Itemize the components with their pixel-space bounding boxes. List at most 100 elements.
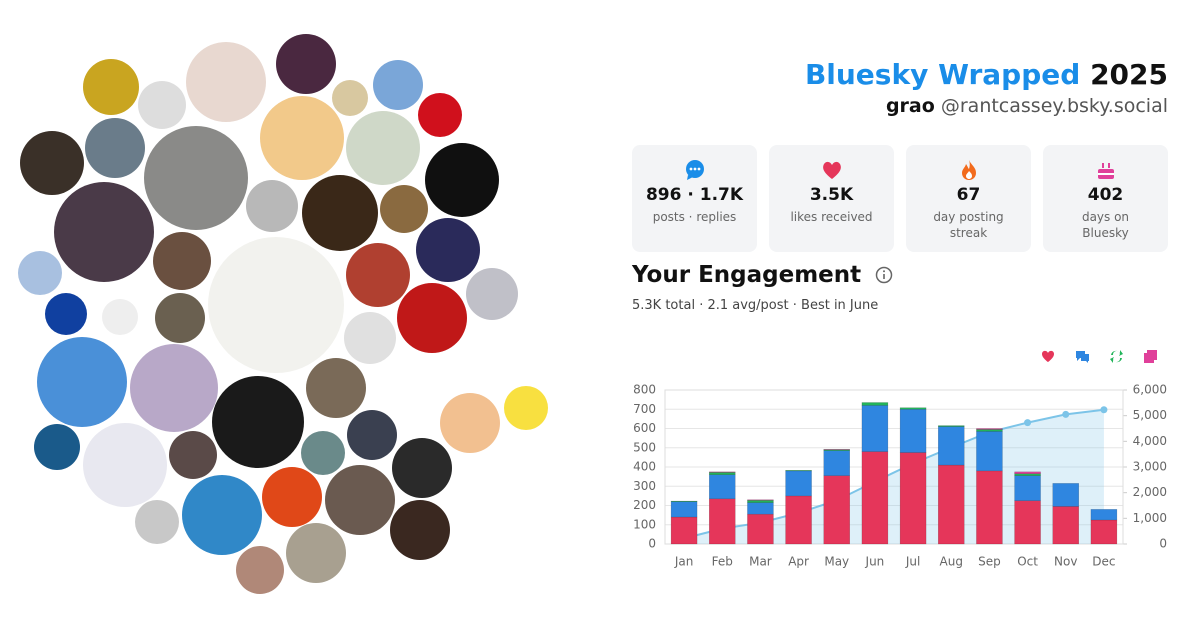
x-tick-label: Oct xyxy=(1017,555,1038,569)
x-tick-label: Aug xyxy=(940,555,963,569)
bar-segment xyxy=(899,452,927,545)
avatar xyxy=(45,293,87,335)
stat-card: 3.5K likes received xyxy=(769,145,894,252)
legend-icon[interactable] xyxy=(1042,350,1054,362)
bar-segment xyxy=(823,450,850,476)
bar-segment xyxy=(670,500,698,502)
bar-segment xyxy=(670,516,698,545)
avatar xyxy=(262,467,322,527)
bar-segment xyxy=(1052,506,1079,545)
line-point xyxy=(1100,406,1108,414)
avatar xyxy=(212,376,304,468)
avatar xyxy=(347,410,397,460)
bar-segment xyxy=(747,500,774,503)
y-tick-label: 0 xyxy=(648,537,656,551)
legend-icon[interactable] xyxy=(1076,351,1089,363)
avatar xyxy=(102,299,138,335)
avatar xyxy=(344,312,396,364)
x-tick-label: Apr xyxy=(788,555,809,569)
line-point xyxy=(1024,419,1032,427)
avatar xyxy=(135,500,179,544)
x-tick-label: Feb xyxy=(712,555,733,569)
stat-value: 896 · 1.7K xyxy=(645,185,744,205)
y-tick-label: 800 xyxy=(633,383,656,397)
user-line: grao @rantcassey.bsky.social xyxy=(805,95,1168,117)
avatar xyxy=(416,218,480,282)
avatar xyxy=(380,185,428,233)
avatar xyxy=(182,475,262,555)
x-tick-label: Dec xyxy=(1092,555,1115,569)
avatar xyxy=(397,283,467,353)
engagement-summary: 5.3K total · 2.1 avg/post · Best in June xyxy=(632,298,879,313)
bar-segment xyxy=(861,405,889,452)
title: Bluesky Wrapped xyxy=(804,58,1081,91)
avatar xyxy=(34,424,80,470)
x-tick-label: Jun xyxy=(865,555,885,569)
year: 2025 xyxy=(1090,58,1168,91)
bar-segment xyxy=(785,495,812,545)
bar-segment xyxy=(747,499,774,501)
bar-segment xyxy=(1014,471,1041,474)
bar-segment xyxy=(1090,509,1118,521)
x-tick-label: May xyxy=(824,555,849,569)
y2-tick-label: 5,000 xyxy=(1133,408,1167,422)
stat-value: 67 xyxy=(956,185,981,205)
bar-segment xyxy=(670,501,698,518)
avatar xyxy=(466,268,518,320)
avatar xyxy=(306,358,366,418)
x-tick-label: Nov xyxy=(1054,555,1077,569)
y2-tick-label: 2,000 xyxy=(1133,485,1167,499)
header: Bluesky Wrapped 2025 grao @rantcassey.bs… xyxy=(805,58,1168,117)
bar-segment xyxy=(709,474,736,500)
stat-value: 402 xyxy=(1087,185,1124,205)
avatar xyxy=(286,523,346,583)
engagement-chart: 0 100 200 300 400 500 600 700 800 0 1,000 2,000 3,00… xyxy=(633,350,1167,569)
y2-tick-label: 1,000 xyxy=(1133,511,1167,525)
legend-icon[interactable] xyxy=(1144,350,1157,363)
legend-icon[interactable] xyxy=(1110,350,1123,363)
bar-segment xyxy=(899,409,927,453)
stat-label: day posting streak xyxy=(933,210,1004,240)
info-icon[interactable] xyxy=(874,265,894,285)
avatar xyxy=(85,118,145,178)
bar-segment xyxy=(938,464,965,545)
bar-segment xyxy=(1052,483,1079,507)
flame-icon xyxy=(961,160,976,180)
y-tick-label: 300 xyxy=(633,479,656,493)
avatar xyxy=(236,546,284,594)
avatar xyxy=(346,111,420,185)
x-tick-label: Sep xyxy=(978,555,1001,569)
y2-tick-label: 4,000 xyxy=(1133,434,1167,448)
avatar xyxy=(83,59,139,115)
avatar xyxy=(346,243,410,307)
avatar-cloud xyxy=(18,34,548,594)
engagement-header: Your Engagement 5.3K total · 2.1 avg/pos… xyxy=(632,262,894,313)
bar-segment xyxy=(938,426,965,466)
avatar xyxy=(155,293,205,343)
bar-segment xyxy=(899,407,927,410)
avatar xyxy=(18,251,62,295)
avatar xyxy=(37,337,127,427)
y2-tick-label: 3,000 xyxy=(1133,460,1167,474)
bar-segment xyxy=(1014,473,1041,476)
avatar xyxy=(332,80,368,116)
stat-label: days on Bluesky xyxy=(1081,210,1130,240)
avatar xyxy=(83,423,167,507)
heart-icon xyxy=(822,161,841,179)
avatar xyxy=(246,180,298,232)
avatar xyxy=(418,93,462,137)
y-tick-label: 200 xyxy=(633,498,656,512)
avatar xyxy=(276,34,336,94)
bar-segment xyxy=(1014,500,1041,545)
avatar xyxy=(425,143,499,217)
avatar xyxy=(169,431,217,479)
plot-frame xyxy=(664,389,1124,545)
title-line: Bluesky Wrapped 2025 xyxy=(805,58,1168,91)
y-tick-label: 600 xyxy=(633,421,656,435)
bar-segment xyxy=(709,498,736,545)
stat-label: posts · replies xyxy=(652,210,737,224)
bar-segment xyxy=(861,402,889,406)
bar-segment xyxy=(747,513,774,545)
y-tick-label: 400 xyxy=(633,460,656,474)
